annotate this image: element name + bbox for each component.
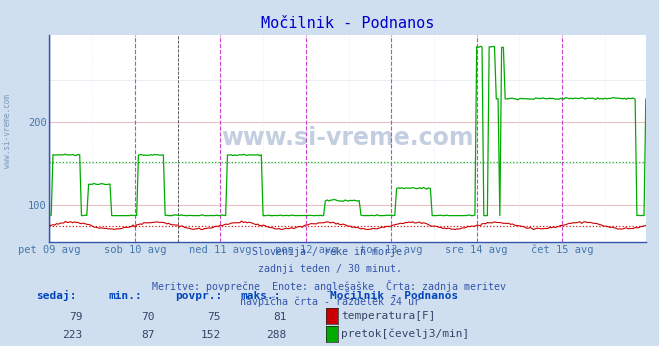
Text: navpična črta - razdelek 24 ur: navpična črta - razdelek 24 ur <box>239 296 420 307</box>
Text: 79: 79 <box>69 312 82 322</box>
Text: www.si-vreme.com: www.si-vreme.com <box>221 126 474 151</box>
Text: pretok[čevelj3/min]: pretok[čevelj3/min] <box>341 329 470 339</box>
Text: 75: 75 <box>208 312 221 322</box>
Text: Meritve: povprečne  Enote: anglešaške  Črta: zadnja meritev: Meritve: povprečne Enote: anglešaške Črt… <box>152 280 507 292</box>
Text: 70: 70 <box>142 312 155 322</box>
Text: www.si-vreme.com: www.si-vreme.com <box>3 94 13 169</box>
Text: maks.:: maks.: <box>241 291 281 301</box>
Text: 81: 81 <box>273 312 287 322</box>
Text: zadnji teden / 30 minut.: zadnji teden / 30 minut. <box>258 264 401 274</box>
Text: temperatura[F]: temperatura[F] <box>341 311 436 321</box>
Text: Močilnik - Podnanos: Močilnik - Podnanos <box>330 291 458 301</box>
Text: min.:: min.: <box>109 291 142 301</box>
Title: Močilnik - Podnanos: Močilnik - Podnanos <box>261 16 434 31</box>
Text: 152: 152 <box>200 330 221 340</box>
Text: 223: 223 <box>62 330 82 340</box>
Text: sedaj:: sedaj: <box>36 290 76 301</box>
Text: 288: 288 <box>266 330 287 340</box>
Text: povpr.:: povpr.: <box>175 291 222 301</box>
Text: Slovenija / reke in morje.: Slovenija / reke in morje. <box>252 247 407 257</box>
Text: 87: 87 <box>142 330 155 340</box>
